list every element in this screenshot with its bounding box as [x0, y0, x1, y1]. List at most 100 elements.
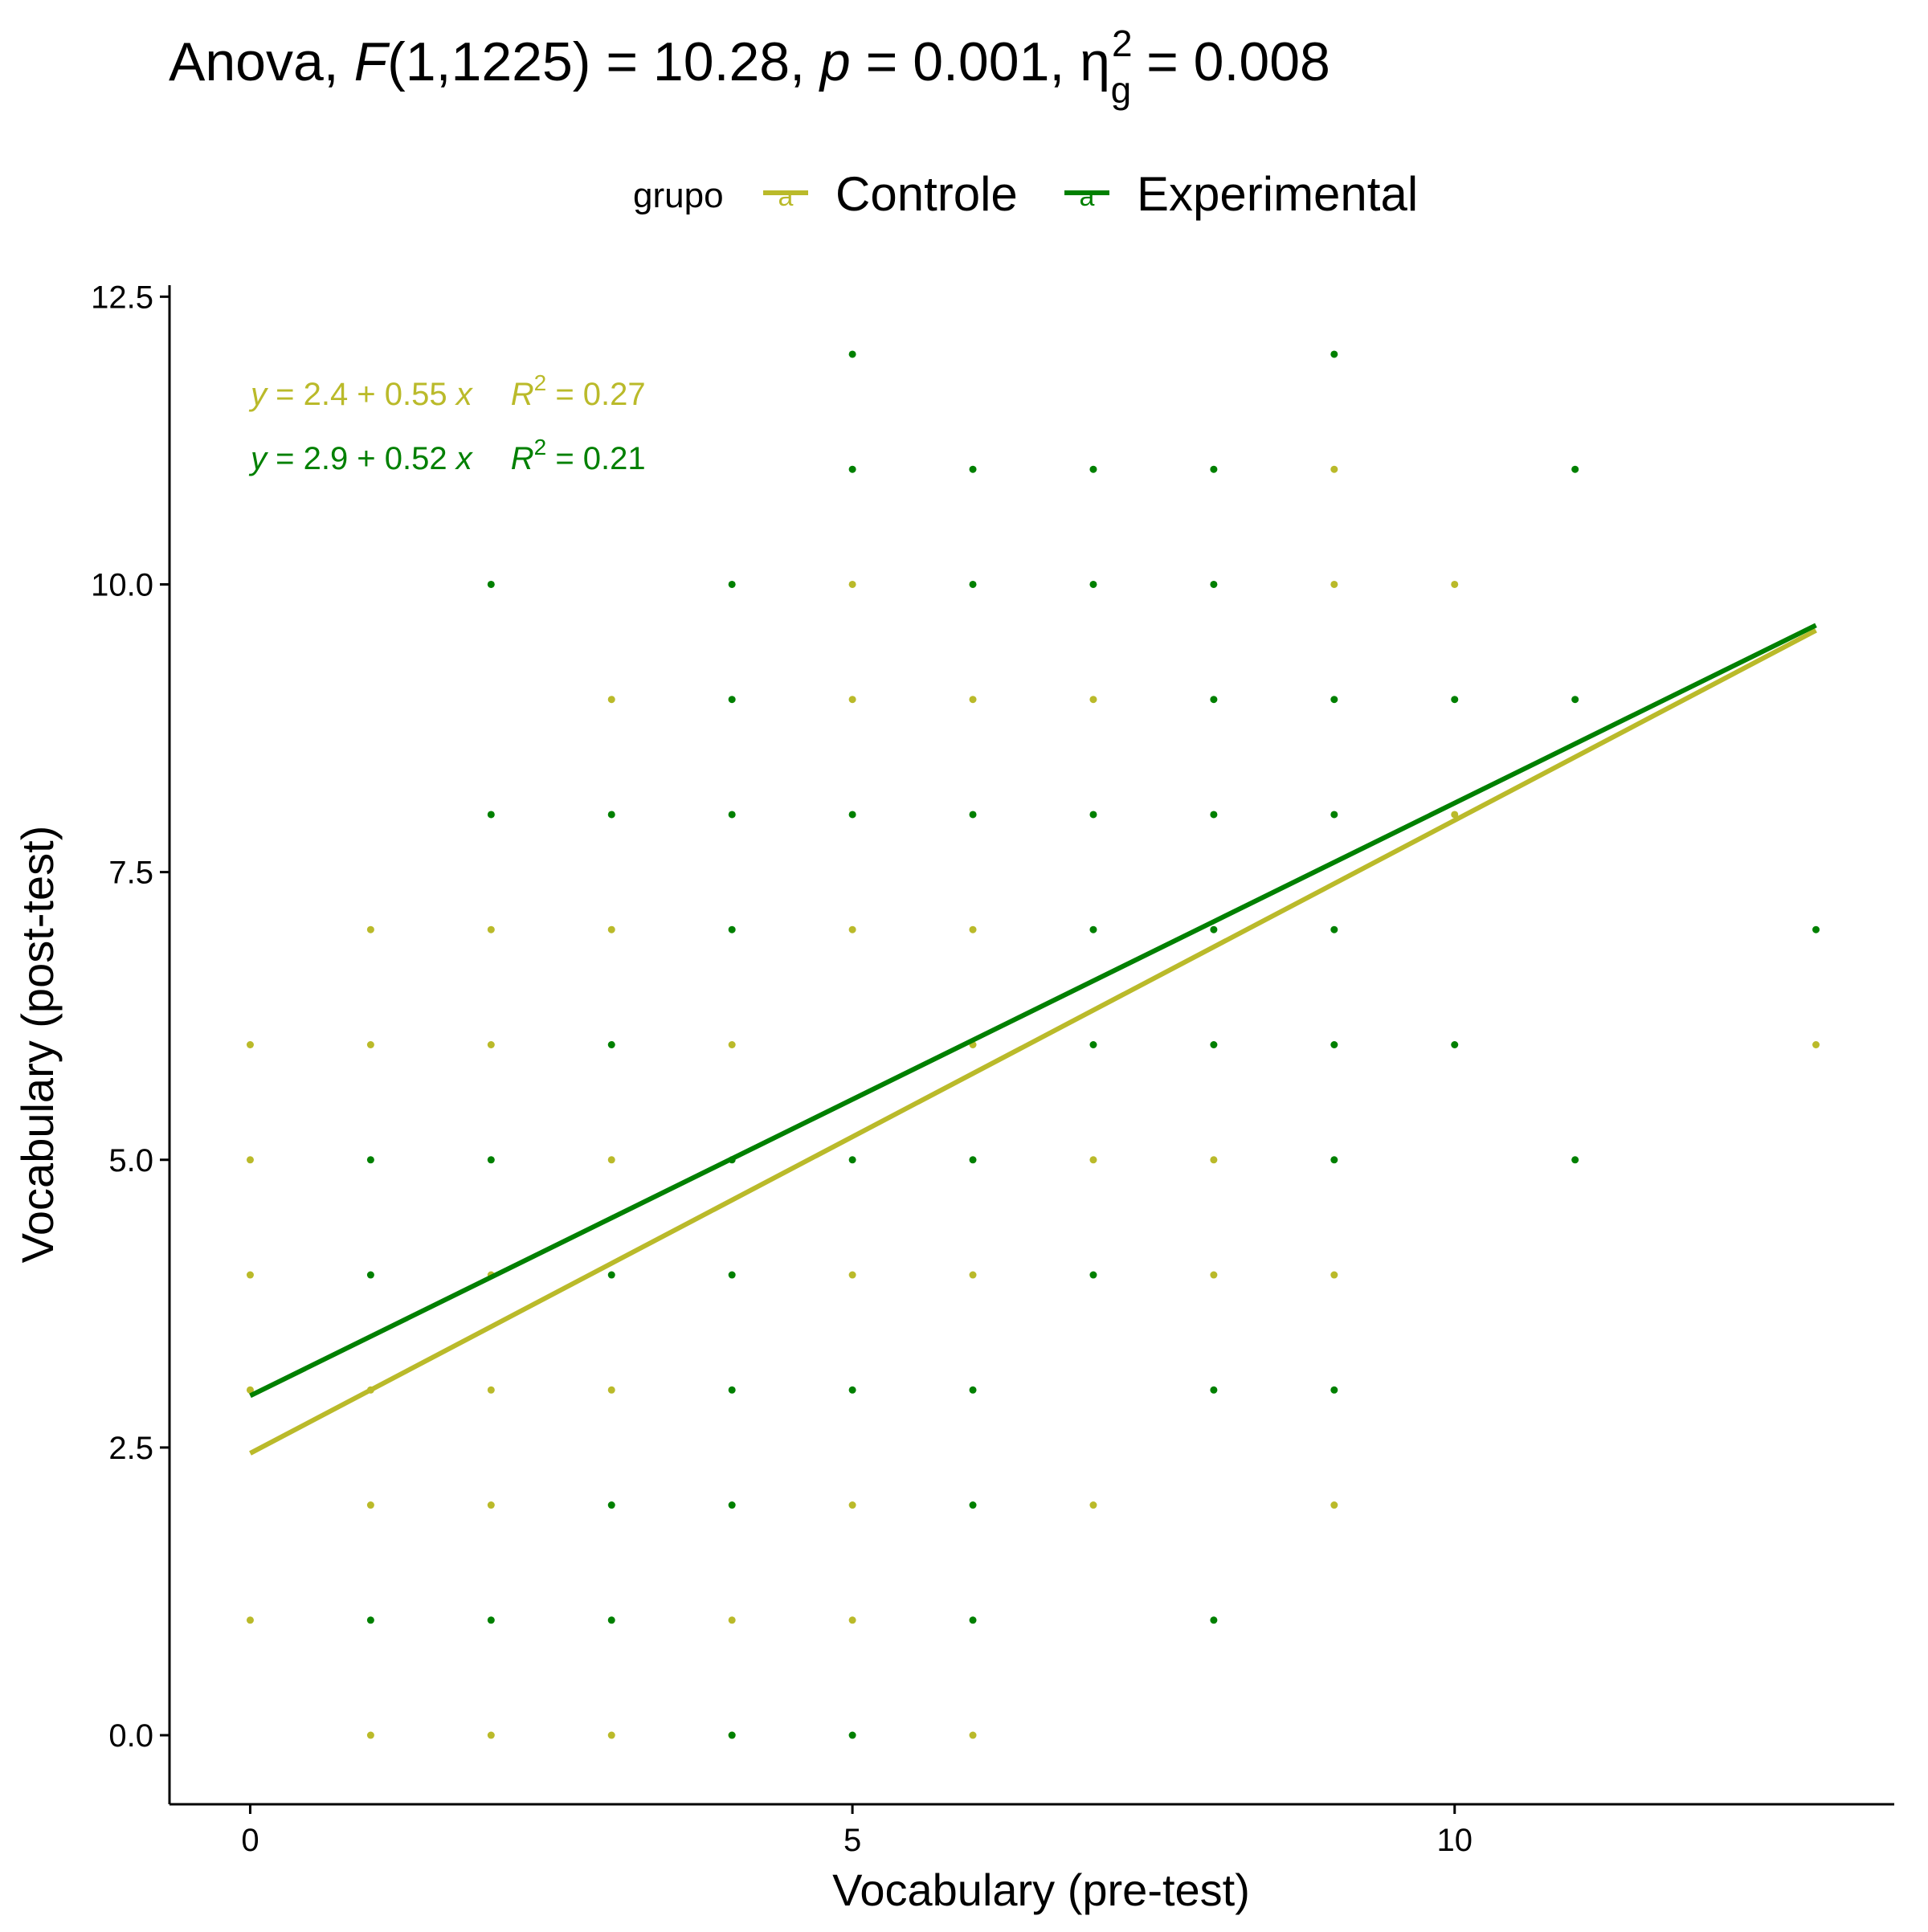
data-point-controle [487, 1386, 495, 1394]
data-point-controle [246, 1156, 254, 1164]
title-eta-symbol: η [1080, 31, 1110, 92]
eq-experimental-r-body: = 0.21 [546, 441, 645, 476]
eq-experimental-body: = 2.9 + 0.52 [267, 441, 456, 476]
x-tick-label: 5 [844, 1823, 861, 1858]
eq-experimental-x: x [455, 441, 474, 476]
data-point-controle [1330, 465, 1338, 473]
data-point-experimental [1330, 1041, 1338, 1048]
data-point-experimental [969, 1386, 977, 1394]
data-point-experimental [1089, 580, 1097, 588]
data-point-experimental [366, 1156, 374, 1164]
data-point-experimental [1330, 1156, 1338, 1164]
data-point-controle [848, 925, 856, 933]
eq-controle-r-sup: 2 [534, 370, 547, 395]
data-point-experimental [1571, 696, 1579, 704]
data-point-experimental [848, 1731, 856, 1739]
data-point-experimental [1451, 1041, 1459, 1048]
data-point-controle [848, 1271, 856, 1279]
data-point-experimental [728, 696, 736, 704]
data-point-experimental [728, 580, 736, 588]
data-point-controle [1330, 1271, 1338, 1279]
data-point-controle [728, 1041, 736, 1048]
data-point-experimental [969, 465, 977, 473]
points-layer [246, 350, 1820, 1739]
eq-controle-body: = 2.4 + 0.55 [267, 377, 456, 412]
data-point-experimental [728, 1271, 736, 1279]
chart-title: Anova, F(1,1225) = 10.28, p = 0.001, η2 g… [169, 22, 1330, 111]
x-axis-label: Vocabulary (pre-test) [832, 1865, 1250, 1915]
data-point-experimental [1330, 696, 1338, 704]
data-point-controle [969, 1271, 977, 1279]
data-point-controle [848, 696, 856, 704]
data-point-experimental [1210, 696, 1218, 704]
regression-equation-controle: y = 2.4 + 0.55 x R2 = 0.27 [248, 370, 646, 412]
eq-experimental-y: y [248, 441, 269, 476]
data-point-controle [607, 1156, 615, 1164]
title-stat: F [354, 31, 390, 92]
data-point-experimental [969, 1156, 977, 1164]
legend-title: grupo [633, 176, 724, 215]
data-point-experimental [969, 580, 977, 588]
data-point-controle [969, 696, 977, 704]
legend: grupo a Controle a Experimental [633, 167, 1418, 221]
data-point-experimental [1210, 1386, 1218, 1394]
data-point-experimental [1330, 811, 1338, 819]
data-point-experimental [607, 1501, 615, 1509]
data-point-controle [1812, 1041, 1820, 1048]
data-point-experimental [1210, 1041, 1218, 1048]
y-tick-label: 7.5 [108, 856, 153, 891]
data-point-experimental [1089, 925, 1097, 933]
title-eta-sub: g [1111, 69, 1132, 111]
data-point-experimental [1451, 696, 1459, 704]
data-point-controle [246, 1616, 254, 1624]
data-point-controle [1210, 1271, 1218, 1279]
title-p-text: = 0.001, [851, 31, 1080, 92]
data-point-controle [848, 1616, 856, 1624]
data-point-controle [487, 925, 495, 933]
legend-key-glyph-experimental: a [1080, 182, 1095, 212]
data-point-experimental [848, 350, 856, 358]
title-stat-args: (1,1225) = 10.28, [387, 31, 820, 92]
data-point-controle [848, 1501, 856, 1509]
data-point-experimental [607, 1271, 615, 1279]
data-point-controle [969, 925, 977, 933]
data-point-experimental [848, 811, 856, 819]
legend-label-controle: Controle [835, 167, 1018, 221]
data-point-experimental [607, 1041, 615, 1048]
data-point-experimental [848, 1386, 856, 1394]
data-point-controle [487, 1501, 495, 1509]
y-tick-label: 0.0 [108, 1718, 153, 1754]
y-tick-label: 12.5 [91, 280, 153, 315]
data-point-experimental [1571, 465, 1579, 473]
eq-experimental-r: R [511, 441, 534, 476]
data-point-controle [1210, 1156, 1218, 1164]
y-tick-label: 5.0 [108, 1143, 153, 1178]
data-point-experimental [848, 1156, 856, 1164]
x-axis-ticks: 0 5 10 [241, 1804, 1473, 1858]
data-point-experimental [728, 1731, 736, 1739]
title-prefix: Anova, [169, 31, 354, 92]
data-point-controle [728, 1616, 736, 1624]
data-point-controle [969, 1731, 977, 1739]
regression-equation-experimental: y = 2.9 + 0.52 x R2 = 0.21 [248, 435, 646, 476]
data-point-controle [366, 1731, 374, 1739]
data-point-experimental [1210, 811, 1218, 819]
legend-item-experimental: a Experimental [1064, 167, 1418, 221]
data-point-experimental [1210, 580, 1218, 588]
y-tick-label: 10.0 [91, 567, 153, 602]
data-point-experimental [487, 1616, 495, 1624]
data-point-experimental [607, 1616, 615, 1624]
data-point-experimental [728, 1386, 736, 1394]
data-point-controle [366, 1041, 374, 1048]
data-point-experimental [1210, 465, 1218, 473]
title-eta-text: = 0.008 [1131, 31, 1330, 92]
data-point-controle [366, 1501, 374, 1509]
fit-lines-layer [249, 623, 1817, 1456]
data-point-experimental [487, 580, 495, 588]
data-point-controle [246, 1386, 254, 1394]
data-point-controle [607, 1386, 615, 1394]
data-point-controle [1451, 580, 1459, 588]
data-point-experimental [728, 1501, 736, 1509]
data-point-experimental [969, 1616, 977, 1624]
data-point-controle [1451, 811, 1459, 819]
